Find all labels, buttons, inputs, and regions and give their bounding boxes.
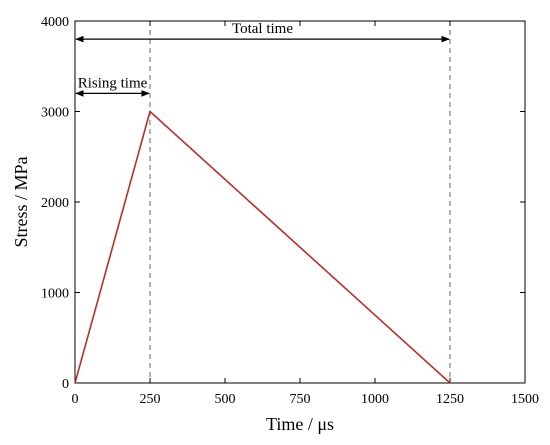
x-tick-label: 1000 xyxy=(361,392,389,407)
x-tick-label: 1250 xyxy=(436,392,464,407)
y-axis: 0 1000 2000 3000 4000 xyxy=(41,15,525,392)
annotation-label: Rising time xyxy=(78,75,148,91)
y-tick-label: 2000 xyxy=(41,196,69,211)
annotations: Total time Rising time xyxy=(75,21,450,97)
x-tick-label: 0 xyxy=(72,392,79,407)
y-tick-label: 1000 xyxy=(41,287,69,302)
x-tick-label: 1500 xyxy=(511,392,539,407)
x-tick-label: 500 xyxy=(215,392,236,407)
stress-series-line xyxy=(74,110,451,384)
y-tick-label: 3000 xyxy=(41,106,69,121)
y-axis-label: Stress / MPa xyxy=(11,156,31,247)
y-tick-label: 4000 xyxy=(41,15,69,30)
x-tick-label: 750 xyxy=(290,392,311,407)
reference-lines xyxy=(149,21,451,383)
annotation-label: Total time xyxy=(232,21,293,37)
y-tick-label: 0 xyxy=(62,377,69,392)
x-tick-label: 250 xyxy=(140,392,161,407)
x-axis: 0 250 500 750 1000 1250 1500 xyxy=(72,21,539,407)
x-axis-label: Time / μs xyxy=(266,414,334,434)
series-group xyxy=(74,110,451,384)
